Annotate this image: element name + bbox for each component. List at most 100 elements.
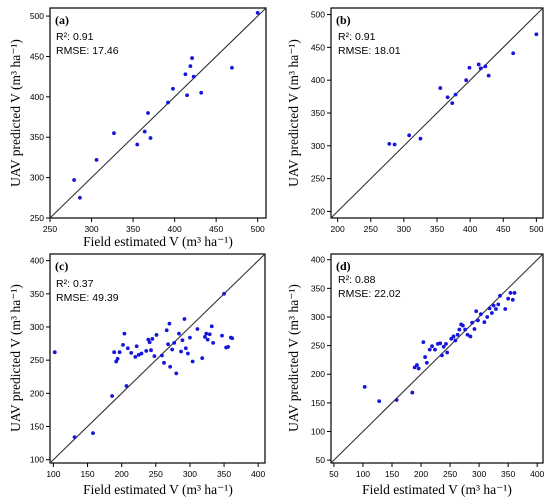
panel-b-y-tick-label-5: 450: [311, 42, 325, 52]
panel-b-point-3: [418, 136, 423, 141]
panel-b-rmse-stat: RMSE: 18.01: [338, 45, 401, 57]
panel-c-point-40: [190, 359, 195, 364]
panel-c-point-48: [211, 341, 216, 345]
panel-c-rmse-value: 49.39: [92, 292, 118, 304]
panel-c-r2-stat: R²: 0.37: [56, 278, 94, 290]
panel-c-point-10: [124, 384, 129, 388]
panel-c-x-tick-label-2: 200: [115, 469, 129, 479]
panel-b-point-12: [483, 64, 488, 69]
panel-c-point-13: [133, 354, 138, 359]
panel-d-point-17: [444, 341, 448, 346]
panel-a-r2-label: R²:: [56, 31, 70, 43]
panel-d-point-11: [430, 344, 434, 349]
panel-d-rmse-label: RMSE:: [338, 288, 371, 300]
panel-d-point-36: [487, 306, 492, 311]
panel-c-point-31: [172, 341, 177, 345]
panel-a-point-3: [112, 131, 116, 136]
panel-c-point-49: [220, 333, 224, 338]
panel-d-y-tick-label-6: 350: [311, 283, 325, 293]
panel-b-r2-value: 0.91: [355, 31, 376, 43]
panel-d-point-28: [468, 334, 473, 339]
panel-c-point-7: [117, 350, 122, 355]
panel-c-point-54: [230, 336, 235, 341]
panel-d-point-41: [498, 293, 502, 298]
panel-c-point-0: [52, 350, 57, 355]
panel-c-rmse-stat: RMSE: 49.39: [56, 292, 119, 304]
panel-c-point-28: [167, 321, 172, 326]
panel-a-x-tick-label-1: 300: [84, 224, 98, 234]
panel-d-y-axis-title: UAV predicted V (m³ ha⁻¹): [286, 284, 301, 432]
panel-c-x-tick-label-6: 400: [251, 469, 265, 479]
panel-b-point-5: [445, 95, 450, 100]
panel-a-point-0: [72, 178, 76, 182]
panel-b-point-15: [534, 32, 539, 37]
panel-c-point-25: [162, 360, 166, 365]
panel-d-point-30: [472, 327, 477, 331]
panel-d-x-tick-label-3: 200: [414, 469, 428, 479]
panel-c-point-44: [204, 331, 209, 336]
panel-d-point-44: [508, 291, 513, 295]
panel-a-point-12: [188, 64, 193, 69]
panel-a-point-15: [199, 90, 204, 95]
panel-c-point-46: [207, 332, 212, 337]
panel-c-point-12: [129, 350, 134, 355]
panel-c-point-35: [180, 338, 185, 343]
panel-d-r2-value: 0.88: [355, 274, 376, 286]
panel-d-rmse-value: 22.02: [374, 288, 400, 300]
panel-b-y-tick-label-3: 350: [311, 108, 325, 118]
panel-b-point-0: [387, 141, 392, 146]
panel-a-x-tick-label-3: 400: [168, 224, 182, 234]
panel-c-point-22: [152, 354, 157, 359]
panel-b-rmse-value: 18.01: [374, 45, 400, 57]
panel-a-ticks: 250 300 350 400 450 500 250 300 350 400 450 500: [30, 11, 265, 234]
panel-b-point-14: [511, 51, 516, 56]
panel-c-r2-label: R²:: [56, 278, 70, 290]
panel-a-y-tick-label-2: 350: [30, 132, 44, 142]
panel-d-point-25: [460, 323, 465, 328]
panel-c-ticks: 100 150 200 250 300 350 400 100 150 200 250 300 350 4…: [30, 256, 266, 479]
panel-b-point-8: [464, 78, 469, 83]
panel-d-x-tick-label-2: 150: [385, 469, 399, 479]
panel-a-x-tick-label-2: 350: [126, 224, 140, 234]
panel-b-point-4: [438, 86, 443, 90]
panel-d-x-tick-label-5: 300: [472, 469, 486, 479]
panel-d-label: (d): [336, 259, 351, 273]
panel-a-y-tick-label-1: 300: [30, 173, 44, 183]
panel-d-point-27: [465, 332, 470, 337]
panel-a: 250 300 350 400 450 500 250 300 350 400 450 500 (a)…: [8, 7, 267, 249]
panel-d-reference-line: [330, 253, 544, 464]
panel-d-point-14: [438, 341, 443, 346]
panel-a-x-axis-title: Field estimated V (m³ ha⁻¹): [83, 234, 233, 249]
panel-b-ticks: 200 250 300 350 400 450 500 200 250 300 350 400 450 5…: [311, 10, 544, 234]
panel-c-reference-line: [49, 253, 266, 464]
panel-d: 50 100 150 200 250 300 350 400 50 100 150 200 250 300…: [286, 253, 545, 497]
panel-d-y-tick-label-3: 200: [311, 369, 325, 379]
panel-a-r2-value: 0.91: [73, 31, 94, 43]
panel-a-points: [72, 10, 260, 200]
panel-c-point-1: [72, 435, 77, 440]
panel-a-point-9: [171, 86, 175, 91]
panel-c-point-33: [177, 331, 181, 336]
panel-c-point-30: [170, 347, 175, 352]
panel-c-point-16: [139, 351, 144, 356]
panel-d-point-26: [463, 327, 468, 332]
panel-d-point-39: [494, 307, 498, 311]
panel-a-y-axis-title: UAV predicted V (m³ ha⁻¹): [8, 39, 23, 187]
panel-c-point-24: [160, 353, 164, 358]
panel-d-point-29: [470, 320, 475, 325]
panel-a-point-4: [135, 142, 140, 147]
panel-d-point-10: [427, 347, 432, 352]
panel-c-point-8: [121, 342, 125, 347]
panel-b-x-tick-label-6: 500: [529, 224, 543, 234]
panel-c-point-9: [122, 331, 127, 336]
panel-c-point-39: [188, 335, 192, 340]
panel-c-x-axis-title: Field estimated V (m³ ha⁻¹): [83, 482, 233, 497]
panel-d-point-8: [423, 355, 427, 359]
panel-c-point-2: [91, 431, 95, 436]
panel-c-point-38: [185, 351, 190, 356]
panel-a-label: (a): [55, 13, 69, 27]
panel-c-label: (c): [55, 259, 68, 273]
panel-c-point-6: [115, 356, 120, 361]
panel-d-point-34: [482, 320, 487, 325]
